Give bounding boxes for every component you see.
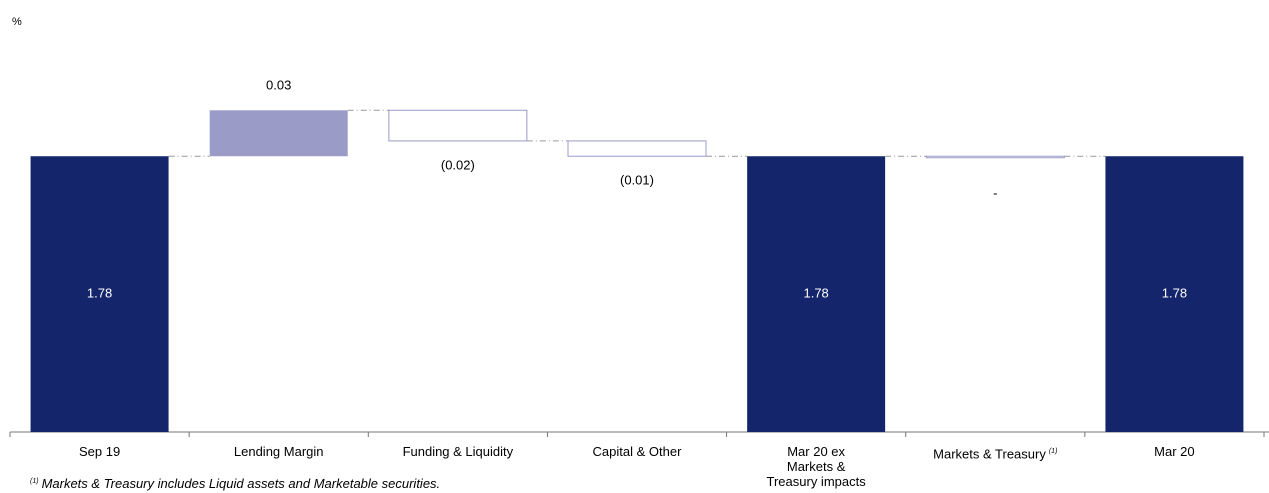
x-tick-label: Lending Margin — [189, 444, 368, 459]
footnote-text: Markets & Treasury includes Liquid asset… — [41, 476, 441, 491]
bar — [388, 109, 528, 142]
bar — [209, 110, 348, 157]
category-name: Markets & Treasury — [933, 446, 1046, 462]
x-tick-label: Mar 20 — [1085, 444, 1264, 459]
value-label: - — [993, 186, 997, 201]
footnote: (1) Markets & Treasury includes Liquid as… — [30, 476, 440, 491]
value-label: (0.02) — [441, 157, 475, 172]
category-name: Mar 20 ex Markets & Treasury impacts — [766, 444, 866, 489]
footnote-marker: (1) — [30, 477, 39, 485]
bar — [747, 156, 886, 433]
x-tick-label: Markets & Treasury (1) — [906, 444, 1085, 461]
value-label: 1.78 — [1162, 286, 1187, 301]
category-marker: (1) — [1048, 448, 1058, 455]
bar — [567, 140, 707, 157]
value-label: 0.03 — [266, 78, 291, 93]
value-label: (0.01) — [620, 173, 654, 188]
x-tick-label: Funding & Liquidity — [368, 444, 547, 459]
value-label: 1.78 — [803, 286, 828, 301]
bar — [925, 155, 1065, 159]
category-name: Funding & Liquidity — [402, 444, 514, 459]
x-tick-label: Sep 19 — [10, 444, 189, 459]
x-tick-label: Mar 20 ex Markets & Treasury impacts — [727, 444, 906, 489]
category-name: Sep 19 — [78, 444, 121, 459]
bar — [30, 156, 169, 433]
category-name: Capital & Other — [592, 444, 682, 459]
y-axis-label: % — [12, 16, 22, 28]
bar — [1105, 156, 1244, 433]
x-tick-label: Capital & Other — [547, 444, 726, 459]
category-name: Lending Margin — [233, 444, 324, 459]
value-label: 1.78 — [87, 286, 112, 301]
category-name: Mar 20 — [1154, 444, 1195, 459]
